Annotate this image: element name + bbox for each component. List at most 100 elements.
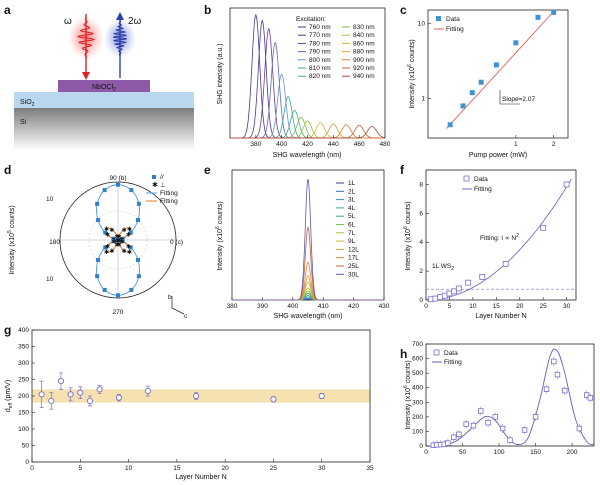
panel-f-ytick-label: 4 <box>419 239 423 246</box>
panel-h-point <box>554 371 561 378</box>
polar-point-perp: ✱ <box>109 248 114 255</box>
panel-d-polar-plot: ✱✱✱✱✱✱✱✱✱✱✱✱✱✱✱✱✱✱✱✱✱✱✱✱ <box>59 181 177 299</box>
panel-h-ytick-label: 400 <box>412 385 423 392</box>
polar-point-perp: ✱ <box>117 241 122 248</box>
panel-e-xtick-label: 430 <box>379 303 390 310</box>
legend-fit-par: Fitting <box>160 190 178 197</box>
panel-g-xtick-label: 30 <box>318 465 326 472</box>
panel-c-legend-fit: Fitting <box>446 26 464 33</box>
panel-e-legend-item: 4L <box>348 205 356 212</box>
panel-e-frame <box>231 169 385 301</box>
panel-e-label: e <box>204 163 211 177</box>
panel-f-point <box>446 290 453 297</box>
panel-c-ytick-label: 10 <box>418 20 426 27</box>
ws2-label: 1L WS2 <box>432 263 454 272</box>
polar-point-perp: ✱ <box>114 241 119 248</box>
panel-g-xtick-label: 5 <box>78 465 82 472</box>
panel-d: d ✱✱✱✱✱✱✱✱✱✱✱✱✱✱✱✱✱✱✱✱✱✱✱✱ 90 (b) 0 (c) … <box>4 163 188 320</box>
panel-f-frame <box>425 169 577 301</box>
omega-label: ω <box>64 16 72 27</box>
polar-point-perp: ✱ <box>109 227 114 234</box>
panel-f-point <box>451 288 458 295</box>
panel-h-point <box>543 386 550 392</box>
panel-b-legend-item: 810 nm <box>309 65 331 72</box>
panel-b-legend-item: 900 nm <box>353 57 375 64</box>
polar-point-perp: ✱ <box>126 244 131 251</box>
polar-point-parallel <box>111 239 116 244</box>
panel-g-point <box>318 392 325 400</box>
polar-point-perp: ✱ <box>122 248 127 255</box>
panel-c-xtick-label: 1 <box>514 141 518 148</box>
panel-f-xtick-label: 25 <box>540 303 548 310</box>
panel-b-legend-item: 830 nm <box>353 24 375 31</box>
polar-point-parallel <box>128 230 133 235</box>
polar-point-perp: ✱ <box>116 238 121 245</box>
polar-point-parallel <box>95 201 100 206</box>
panel-h-xtick-label: 150 <box>530 449 541 456</box>
panel-b-legend-item: 820 nm <box>309 73 331 80</box>
panel-f-point <box>437 294 443 301</box>
panel-e-xlabel: SHG wavelength (nm) <box>274 313 343 320</box>
panel-b-ticks: 380 400 420 440 460 480 <box>250 135 391 148</box>
panel-h-label: h <box>400 347 407 361</box>
panel-g-point <box>96 386 103 393</box>
panel-b-ylabel: SHG intensity (a.u.) <box>217 43 224 104</box>
panel-e-curve-17L <box>232 261 384 301</box>
polar-point-perp: ✱ <box>126 231 131 238</box>
polar-point-parallel <box>129 188 134 193</box>
panel-b-xtick-label: 380 <box>250 141 261 148</box>
panel-g-xtick-label: 15 <box>173 465 181 472</box>
panel-h-ylabel: Intensity (x106 counts) <box>403 360 412 429</box>
polar-point-parallel <box>103 230 108 235</box>
panel-h-point <box>492 414 499 420</box>
two-omega-label: 2ω <box>128 16 142 27</box>
panel-f-ytick-label: 2 <box>419 268 423 275</box>
polar-point-perp: ✱ <box>105 244 110 251</box>
panel-h-legend-data-marker <box>433 349 440 356</box>
panel-g-point <box>77 389 84 396</box>
panel-b-xtick-label: 460 <box>354 141 365 148</box>
panel-f-legend-data: Data <box>474 176 488 183</box>
polar-point-parallel <box>95 274 100 279</box>
polar-point-parallel <box>102 188 107 193</box>
panel-h-xtick-label: 50 <box>459 449 467 456</box>
si-label: Si <box>20 119 27 126</box>
panel-c-legend-data-marker <box>436 16 441 21</box>
panel-g-ytick-label: 200 <box>18 393 29 400</box>
panel-g-point <box>67 391 74 398</box>
panel-b-legend-item: 860 nm <box>353 40 375 47</box>
panel-e-legend-item: 17L <box>348 255 359 262</box>
panel-e-legend-item: 5L <box>348 213 356 220</box>
panel-d-ylabel: Intensity (x105 counts) <box>7 205 16 274</box>
panel-b-xtick-label: 440 <box>328 141 339 148</box>
panel-h-point <box>445 440 451 446</box>
panel-f-xtick-label: 30 <box>563 303 571 310</box>
polar-point-perp: ✱ <box>127 226 132 233</box>
panel-f-xtick-label: 10 <box>469 303 477 310</box>
panel-h-point <box>507 437 513 443</box>
sio2-layer <box>14 92 194 108</box>
panel-f-ylabel: Intensity (x106 counts) <box>403 201 412 270</box>
panel-h-xtick-label: 0 <box>424 449 428 456</box>
panel-c-ylabel: Intensity (x106 counts) <box>407 39 416 108</box>
polar-point-parallel <box>135 218 140 223</box>
panel-b-xtick-label: 400 <box>276 141 287 148</box>
panel-h-ytick-label: 500 <box>412 370 423 377</box>
angle-label-90: 90 (b) <box>110 175 127 182</box>
polar-point-perp: ✱ <box>116 238 121 245</box>
polar-point-parallel <box>103 245 108 250</box>
panel-b-xlabel: SHG wavelength (nm) <box>273 152 342 159</box>
panel-g-ytick-label: 50 <box>22 443 30 450</box>
panel-f-point <box>563 181 570 188</box>
panel-b-curve-820nm <box>230 109 385 139</box>
panel-f-point <box>441 292 448 299</box>
panel-e-legend-item: 6L <box>348 222 356 229</box>
panel-c: c 1 2 1 10 Pump power (mW) Intensity (x106 … <box>400 3 569 159</box>
nbocl2-label: NbOCl2 <box>92 84 116 93</box>
panel-e-legend-item: 3L <box>348 197 356 204</box>
panel-b-legend-item: 840 nm <box>353 32 375 39</box>
panel-g-ytick-label: 350 <box>18 344 29 351</box>
